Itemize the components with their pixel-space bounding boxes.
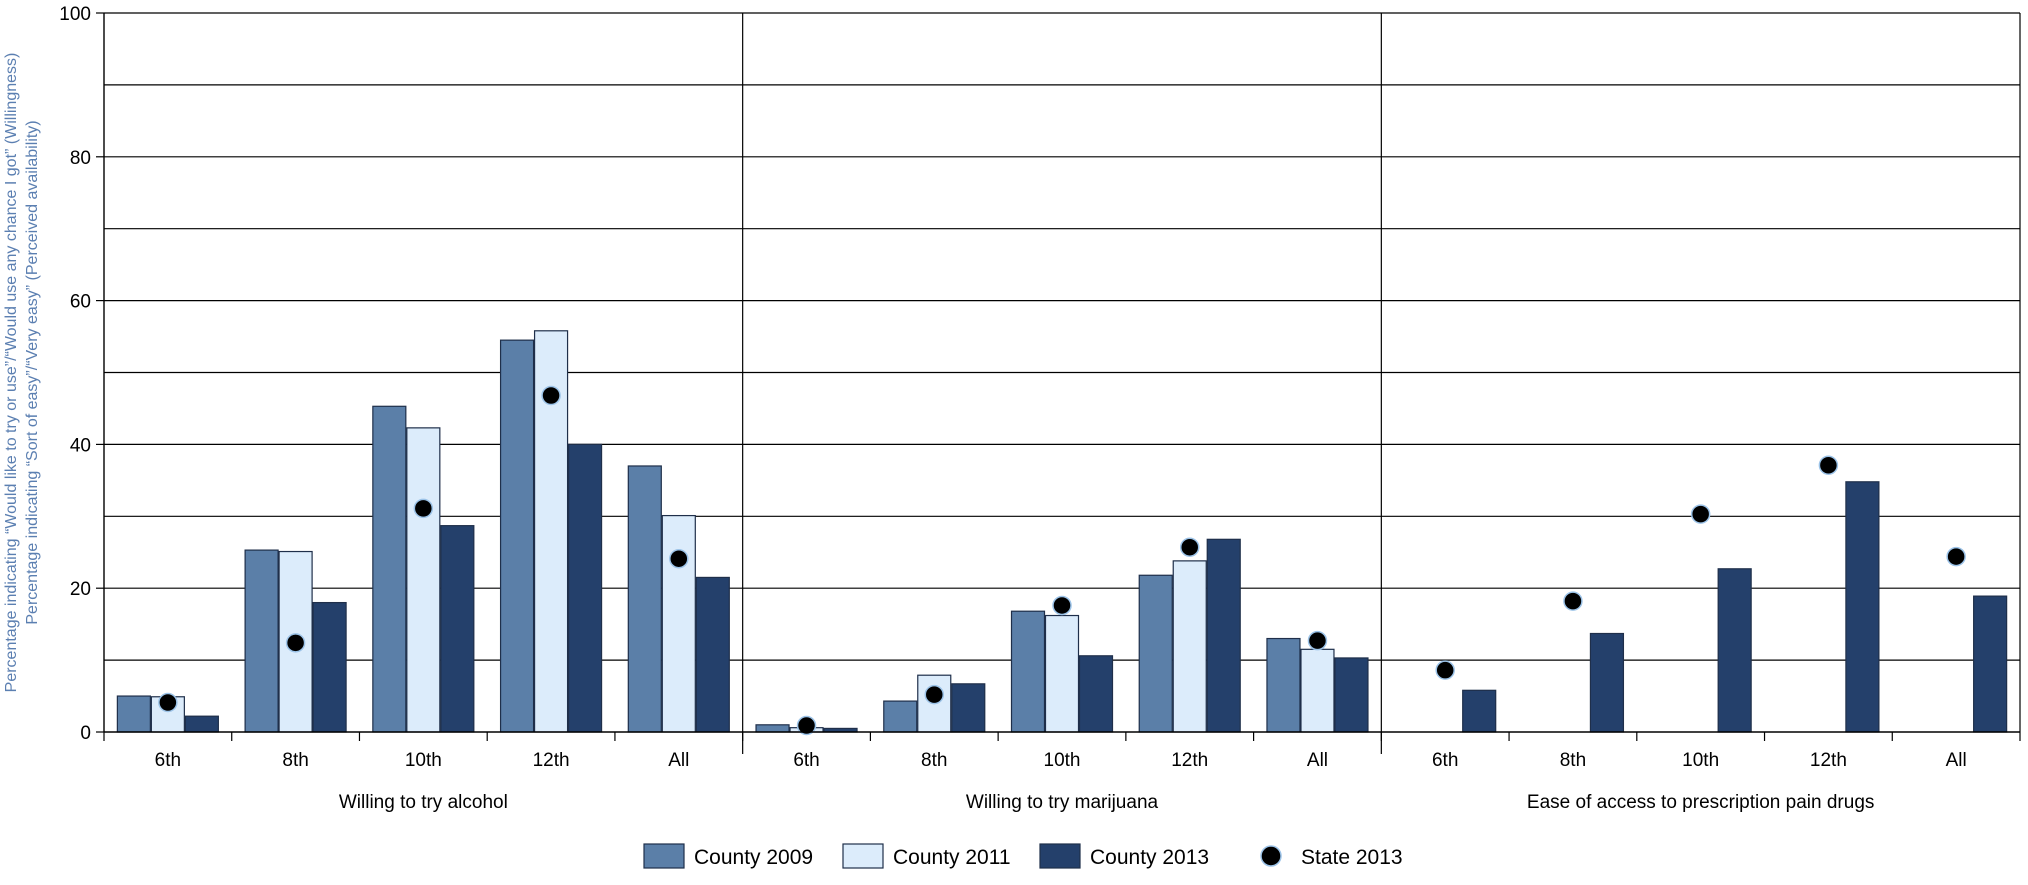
x-tick-label: 6th — [1432, 750, 1458, 771]
bar — [1206, 538, 1241, 733]
state-2013-dot — [158, 692, 178, 713]
state-2013-dot — [1435, 660, 1455, 680]
group-label: Ease of access to prescription pain drug… — [1527, 792, 1874, 813]
x-tick-label: 6th — [793, 750, 819, 771]
legend-swatch — [842, 843, 884, 869]
y-tick-label: 100 — [59, 4, 91, 25]
y-tick-label: 0 — [80, 723, 91, 744]
bar — [567, 443, 603, 733]
bar — [244, 549, 279, 733]
legend-swatch — [643, 843, 685, 869]
state-2013-dot — [1052, 595, 1072, 616]
x-tick-label: 8th — [282, 750, 308, 771]
x-tick-label: 12th — [1810, 750, 1847, 771]
x-tick-label: 6th — [155, 750, 181, 771]
bar — [627, 465, 662, 733]
x-tick-label: 10th — [1682, 750, 1719, 771]
bar — [1334, 657, 1369, 733]
x-tick-label: All — [1307, 750, 1328, 771]
state-2013-dot — [796, 715, 817, 736]
state-2013-dot — [541, 385, 561, 406]
x-tick-label: 10th — [1044, 750, 1081, 771]
bar — [1138, 574, 1173, 733]
y-tick-label: 80 — [70, 148, 91, 169]
y-axis-title: Percentage indicating “Would like to try… — [3, 53, 41, 693]
group-label: Willing to try alcohol — [339, 792, 508, 813]
bar — [661, 514, 696, 733]
bars — [116, 330, 2008, 733]
bar — [1044, 614, 1080, 733]
x-tick-label: 10th — [405, 750, 442, 771]
state-2013-dot — [1307, 630, 1328, 651]
bar — [755, 724, 790, 733]
bar — [951, 683, 986, 733]
y-tick-label: 60 — [70, 292, 91, 313]
state-2013-dot — [1179, 537, 1200, 557]
bar — [372, 405, 407, 733]
bar — [440, 525, 475, 733]
x-tick-label: 12th — [1171, 750, 1208, 771]
bar — [1078, 655, 1114, 733]
group-label: Willing to try marijuana — [966, 792, 1159, 813]
bar — [1717, 568, 1752, 733]
bar — [695, 576, 730, 733]
bar — [312, 601, 347, 733]
axes: 6th 8th 10th 12th All Willing to try alcohol 6… — [59, 4, 2021, 813]
state-2013-dot — [413, 498, 434, 519]
bar — [883, 700, 918, 733]
bar — [116, 695, 151, 733]
x-tick-label: 8th — [921, 750, 947, 771]
bar — [1589, 632, 1625, 733]
bar — [1845, 481, 1880, 733]
legend-swatch — [1039, 843, 1081, 869]
x-tick-label: 8th — [1560, 750, 1586, 771]
y-tick-label: 40 — [70, 435, 91, 456]
legend-label: County 2013 — [1090, 846, 1209, 869]
bar — [1172, 560, 1207, 733]
y-axis-label-line: Percentage indicating “Sort of easy”/“Ve… — [24, 120, 41, 624]
x-tick-label: All — [1946, 750, 1967, 771]
bar — [499, 339, 535, 733]
legend-dot — [1260, 845, 1282, 867]
bar — [406, 427, 441, 733]
x-tick-label: All — [668, 750, 689, 771]
bar — [1973, 595, 2008, 733]
legend-label: County 2009 — [694, 846, 813, 869]
y-tick-label: 20 — [70, 579, 91, 600]
x-tick-label: 12th — [533, 750, 570, 771]
state-2013-dot — [285, 633, 306, 653]
bar — [1266, 637, 1301, 733]
y-axis-label-line: Percentage indicating “Would like to try… — [3, 53, 20, 693]
bar — [1462, 689, 1497, 733]
legend: County 2009 County 2011 County 2013 State 2… — [643, 843, 1403, 869]
state-2013-dot — [669, 548, 689, 569]
bar — [1300, 648, 1335, 733]
state-2013-dot — [1818, 455, 1839, 476]
state-markers — [158, 385, 1966, 736]
state-2013-dot — [924, 684, 945, 705]
legend-label: County 2011 — [893, 846, 1011, 869]
state-2013-dot — [1946, 546, 1966, 567]
state-2013-dot — [1690, 504, 1711, 524]
bar — [1010, 610, 1046, 733]
bar — [184, 715, 219, 733]
legend-label: State 2013 — [1301, 846, 1403, 869]
state-2013-dot — [1563, 591, 1583, 611]
